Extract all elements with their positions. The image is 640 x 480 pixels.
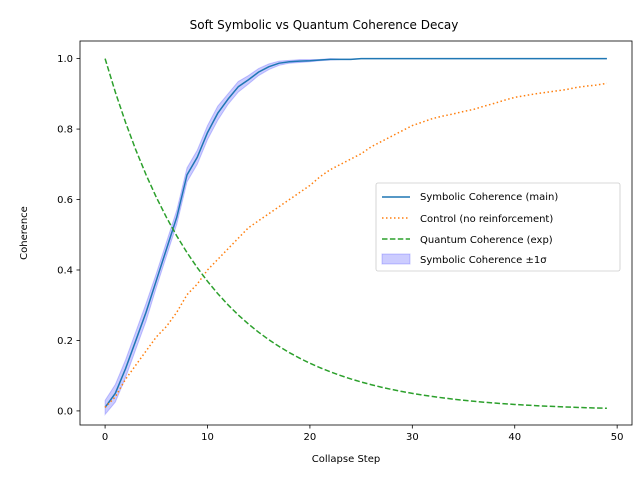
legend-label-control: Control (no reinforcement) — [420, 214, 553, 225]
y-tick-label: 0.8 — [57, 125, 73, 136]
y-ticks: 0.0 0.2 0.4 0.6 0.8 1.0 — [57, 54, 80, 417]
y-axis-label: Coherence — [19, 206, 30, 260]
legend-swatch-band — [381, 253, 411, 265]
x-ticks: 0 10 20 30 40 50 — [102, 425, 624, 443]
x-tick-label: 50 — [611, 432, 624, 443]
series-layer — [104, 57, 608, 410]
legend-label-symbolic: Symbolic Coherence (main) — [420, 192, 558, 203]
y-tick-label: 0.0 — [57, 406, 73, 417]
x-tick-label: 0 — [102, 432, 108, 443]
x-tick-label: 40 — [508, 432, 521, 443]
legend-label-quantum: Quantum Coherence (exp) — [420, 235, 553, 246]
series-line-control — [104, 82, 608, 408]
y-tick-label: 0.2 — [57, 336, 73, 347]
legend-frame — [375, 182, 621, 272]
chart-title: Soft Symbolic vs Quantum Coherence Decay — [190, 18, 459, 32]
x-axis-label: Collapse Step — [312, 454, 380, 465]
x-tick-label: 10 — [201, 432, 214, 443]
plot-frame — [79, 40, 633, 426]
series-line-quantum — [104, 58, 607, 410]
plot-area: 0 10 20 30 40 50 0.0 0.2 0.4 0.6 0.8 1.0 — [57, 40, 633, 443]
y-tick-label: 0.6 — [57, 195, 73, 206]
series-line-symbolic — [104, 57, 607, 408]
legend: Symbolic Coherence (main) Control (no re… — [375, 182, 621, 272]
y-tick-label: 1.0 — [57, 54, 73, 65]
x-tick-label: 30 — [406, 432, 419, 443]
legend-label-band: Symbolic Coherence ±1σ — [420, 255, 547, 266]
x-tick-label: 20 — [304, 432, 317, 443]
y-tick-label: 0.4 — [57, 265, 73, 276]
